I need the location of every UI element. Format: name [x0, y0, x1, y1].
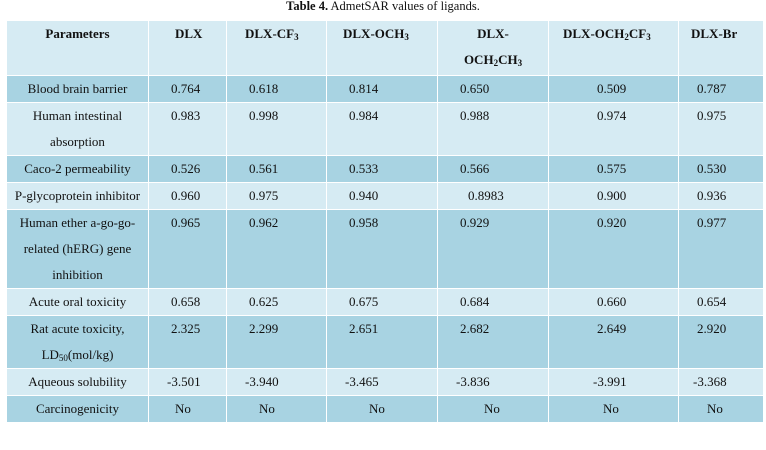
cell-value: 0.936 [678, 182, 764, 210]
cell-value: No [548, 395, 679, 423]
cell-value: 2.651 [326, 315, 438, 369]
row-parameter: Carcinogenicity [6, 395, 149, 423]
cell-value: 0.960 [148, 182, 227, 210]
cell-value: 0.660 [548, 288, 679, 316]
cell-value: 0.787 [678, 75, 764, 103]
table-row: P-glycoprotein inhibitor 0.960 0.975 0.9… [6, 182, 764, 210]
header-dlx-br: DLX-Br [678, 20, 764, 76]
cell-value: 0.509 [548, 75, 679, 103]
cell-value: 0.977 [678, 209, 764, 289]
header-dlx-och2cf3: DLX-OCH2CF3 [548, 20, 679, 76]
table-row: Rat acute toxicity, LD50(mol/kg) 2.325 2… [6, 315, 764, 369]
cell-value: 0.561 [226, 155, 327, 183]
row-parameter: Rat acute toxicity, LD50(mol/kg) [6, 315, 149, 369]
cell-value: -3.991 [548, 368, 679, 396]
cell-value: 0.965 [148, 209, 227, 289]
cell-value: 0.566 [437, 155, 549, 183]
admetsar-table: Parameters DLX DLX-CF3 DLX-OCH3 DLX- OCH2… [6, 20, 764, 423]
cell-value: 0.658 [148, 288, 227, 316]
cell-value: 0.650 [437, 75, 549, 103]
row-parameter: Caco-2 permeability [6, 155, 149, 183]
cell-value: 0.575 [548, 155, 679, 183]
table-caption: Table 4. AdmetSAR values of ligands. [0, 0, 766, 14]
cell-value: 0.975 [678, 102, 764, 156]
table-row: Blood brain barrier 0.764 0.618 0.814 0.… [6, 75, 764, 103]
cell-value: No [226, 395, 327, 423]
cell-value: 0.618 [226, 75, 327, 103]
cell-value: 0.675 [326, 288, 438, 316]
cell-value: -3.501 [148, 368, 227, 396]
cell-value: 0.940 [326, 182, 438, 210]
cell-value: 0.988 [437, 102, 549, 156]
cell-value: -3.465 [326, 368, 438, 396]
cell-value: No [437, 395, 549, 423]
row-parameter: Acute oral toxicity [6, 288, 149, 316]
cell-value: 0.984 [326, 102, 438, 156]
cell-value: No [678, 395, 764, 423]
cell-value: 0.533 [326, 155, 438, 183]
cell-value: 0.8983 [437, 182, 549, 210]
cell-value: 0.526 [148, 155, 227, 183]
cell-value: 0.983 [148, 102, 227, 156]
cell-value: 0.929 [437, 209, 549, 289]
cell-value: 0.900 [548, 182, 679, 210]
cell-value: 0.814 [326, 75, 438, 103]
cell-value: 0.975 [226, 182, 327, 210]
header-dlx-och3: DLX-OCH3 [326, 20, 438, 76]
caption-label: Table 4. [286, 0, 329, 13]
row-parameter: Blood brain barrier [6, 75, 149, 103]
cell-value: 0.920 [548, 209, 679, 289]
row-parameter: Aqueous solubility [6, 368, 149, 396]
table-row: Human ether a-go-go-related (hERG) gene … [6, 209, 764, 289]
cell-value: 2.920 [678, 315, 764, 369]
header-parameters: Parameters [6, 20, 149, 76]
table-row: Carcinogenicity No No No No No No [6, 395, 764, 423]
cell-value: 0.684 [437, 288, 549, 316]
cell-value: -3.368 [678, 368, 764, 396]
cell-value: 0.958 [326, 209, 438, 289]
row-parameter: Human intestinal absorption [6, 102, 149, 156]
cell-value: 2.682 [437, 315, 549, 369]
cell-value: 2.649 [548, 315, 679, 369]
table-row: Acute oral toxicity 0.658 0.625 0.675 0.… [6, 288, 764, 316]
cell-value: No [148, 395, 227, 423]
row-parameter: Human ether a-go-go-related (hERG) gene … [6, 209, 149, 289]
cell-value: 2.299 [226, 315, 327, 369]
cell-value: -3.940 [226, 368, 327, 396]
header-row: Parameters DLX DLX-CF3 DLX-OCH3 DLX- OCH2… [6, 20, 764, 76]
cell-value: -3.836 [437, 368, 549, 396]
header-dlx-och2ch3: DLX- OCH2CH3 [437, 20, 549, 76]
row-parameter: P-glycoprotein inhibitor [6, 182, 149, 210]
caption-text: AdmetSAR values of ligands. [330, 0, 480, 13]
cell-value: 0.974 [548, 102, 679, 156]
cell-value: 0.998 [226, 102, 327, 156]
cell-value: 0.962 [226, 209, 327, 289]
cell-value: No [326, 395, 438, 423]
cell-value: 0.625 [226, 288, 327, 316]
table-row: Human intestinal absorption 0.983 0.998 … [6, 102, 764, 156]
header-dlx: DLX [148, 20, 227, 76]
cell-value: 0.764 [148, 75, 227, 103]
header-dlx-cf3: DLX-CF3 [226, 20, 327, 76]
table-row: Caco-2 permeability 0.526 0.561 0.533 0.… [6, 155, 764, 183]
cell-value: 0.654 [678, 288, 764, 316]
cell-value: 0.530 [678, 155, 764, 183]
table-row: Aqueous solubility -3.501 -3.940 -3.465 … [6, 368, 764, 396]
cell-value: 2.325 [148, 315, 227, 369]
